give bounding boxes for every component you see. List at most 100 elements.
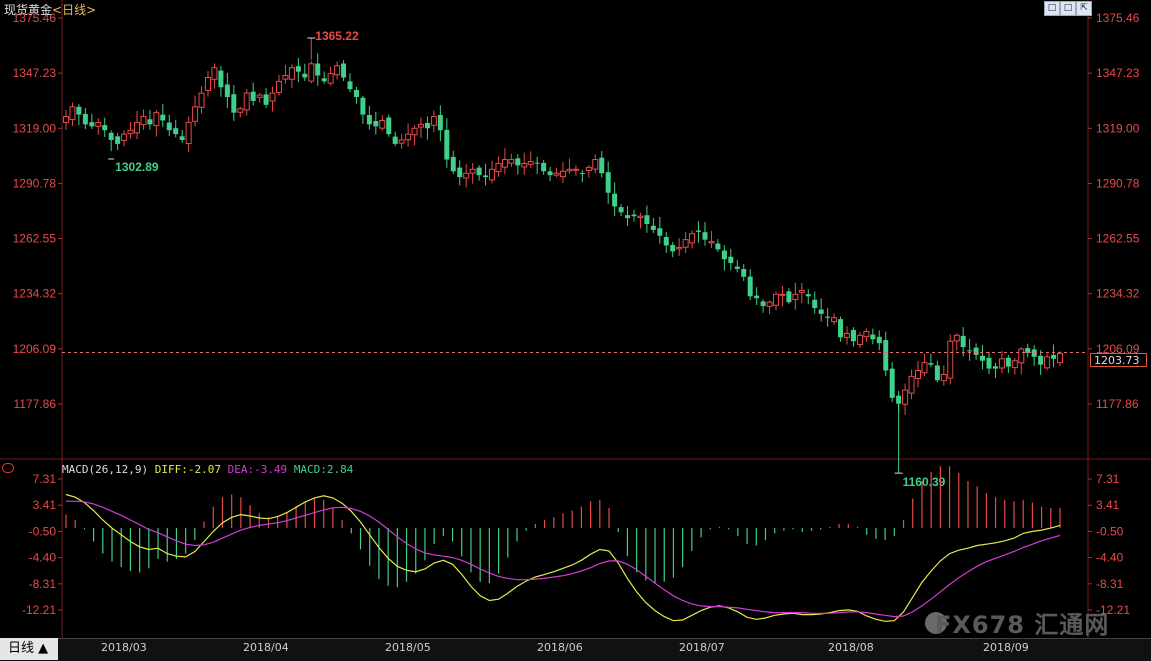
candle-body [928, 363, 934, 365]
macd-axis-label-left: -0.50 [29, 524, 57, 538]
candle-body [218, 70, 224, 88]
candle-body [63, 116, 69, 123]
time-axis-bar [0, 638, 1151, 661]
macd-axis-label-right: -8.31 [1096, 577, 1124, 591]
candle-body [360, 97, 366, 115]
candle-body [418, 123, 424, 128]
exit-icon[interactable]: ⇱ [1076, 1, 1092, 16]
candle-body [838, 319, 844, 338]
candle-body [747, 276, 753, 297]
date-label: 2018/09 [983, 641, 1029, 654]
candle-body [192, 106, 199, 122]
candle-body [179, 136, 185, 141]
candle-body [89, 122, 95, 127]
candle-body [469, 168, 476, 174]
instrument-name: 现货黄金 [4, 3, 53, 17]
candle-body [1011, 360, 1018, 369]
candle-body [1044, 356, 1051, 369]
candle-body [373, 121, 379, 127]
macd-axis-label-right: -12.21 [1096, 603, 1130, 617]
macd-axis-label-left: -12.21 [22, 603, 56, 617]
candle-body [631, 214, 637, 217]
candle-body [483, 175, 489, 178]
candle-body [1057, 352, 1063, 364]
candle-body [625, 215, 631, 219]
price-axis-label-left: 1319.00 [13, 121, 57, 135]
date-label: 2018/04 [243, 641, 289, 654]
candle-body [392, 136, 398, 144]
candle-body [973, 347, 979, 355]
candle-body [876, 336, 882, 344]
candle-body [437, 114, 443, 131]
macd-legend: MACD(26,12,9) DIFF:-2.07 DEA:-3.49 MACD:… [62, 463, 353, 476]
left-low-label: 1302.89 [115, 160, 159, 174]
candle-body [231, 94, 237, 113]
candle-body [127, 129, 134, 135]
candle-body [618, 207, 624, 213]
chart-title: 现货黄金<日线> [4, 1, 96, 18]
candle-body [153, 112, 160, 127]
candle-body [224, 84, 230, 98]
candle-body [263, 94, 269, 105]
candle-body [515, 158, 521, 166]
candle-body [450, 156, 456, 172]
candle-body [341, 63, 347, 78]
candle-body [998, 358, 1005, 369]
candle-body [147, 119, 153, 125]
candle-body [773, 293, 779, 306]
candle-body [844, 332, 850, 338]
candle-body [353, 89, 359, 98]
candle-body [856, 334, 863, 345]
candle-body [82, 113, 88, 125]
candle-body [315, 63, 321, 76]
candle-body [779, 293, 786, 296]
candle-body [250, 91, 256, 101]
candle-body [599, 157, 605, 174]
date-label: 2018/06 [537, 641, 583, 654]
macd-hist-value: MACD:2.84 [293, 463, 354, 476]
candle-body [444, 129, 450, 160]
macd-axis-label-left: 3.41 [33, 498, 57, 512]
candle-body [108, 132, 114, 141]
candle-body [69, 106, 76, 121]
candle-body [883, 340, 889, 371]
zoom-in-icon[interactable]: □ [1044, 1, 1060, 16]
period-label: <日线> [52, 3, 97, 17]
price-axis-label-left: 1290.78 [13, 176, 57, 190]
macd-axis-label-left: 7.31 [33, 472, 57, 486]
candle-body [501, 159, 508, 168]
candle-body [276, 80, 282, 93]
candle-body [850, 329, 856, 342]
price-axis-label-left: 1347.23 [13, 66, 57, 80]
candle-body [947, 340, 954, 379]
candle-body [430, 116, 437, 126]
last-price-tag: 1203.73 [1090, 353, 1147, 367]
candle-body [728, 256, 734, 264]
candle-body [211, 67, 218, 80]
candle-body [967, 350, 973, 352]
indicator-settings-icon[interactable] [2, 463, 14, 473]
price-axis-label-left: 1375.46 [13, 11, 57, 25]
date-label: 2018/07 [679, 641, 725, 654]
candle-body [566, 168, 573, 172]
candle-body [366, 114, 372, 125]
macd-axis-label-left: -8.31 [29, 577, 57, 591]
candle-body [644, 215, 650, 225]
candle-body [288, 67, 295, 80]
candle-body [302, 73, 308, 78]
candle-body [992, 366, 998, 369]
price-axis-label-right: 1177.86 [1096, 397, 1139, 411]
candle-body [205, 77, 211, 91]
candle-body [282, 75, 289, 80]
candle-body [760, 301, 766, 307]
candle-body [676, 246, 683, 250]
candle-body [327, 73, 334, 84]
zoom-out-icon[interactable]: □ [1060, 1, 1076, 16]
macd-axis-label-right: -4.40 [1096, 551, 1124, 565]
candle-body [334, 65, 341, 76]
macd-dea-line [66, 500, 1061, 618]
candle-body [637, 215, 644, 219]
period-button[interactable]: 日线 ▲ [0, 638, 58, 660]
candle-body [921, 362, 928, 374]
